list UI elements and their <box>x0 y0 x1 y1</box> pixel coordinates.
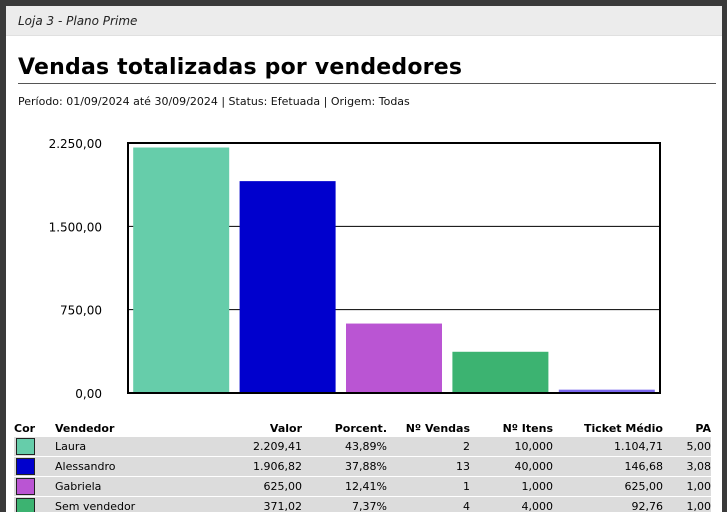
table-row: Alessandro 1.906,82 37,88% 13 40,000 146… <box>14 456 711 477</box>
color-cell <box>14 456 55 477</box>
seller-name: Gabriela <box>55 476 215 497</box>
bar-outros <box>558 389 655 393</box>
ticket-cell: 625,00 <box>553 476 663 497</box>
y-tick-label: 750,00 <box>60 304 102 318</box>
value-cell: 2.209,41 <box>215 437 302 457</box>
sellers-table: Cor Vendedor Valor Porcent. Nº Vendas Nº… <box>14 419 711 512</box>
col-header-itens: Nº Itens <box>502 421 553 435</box>
items-count-cell: 40,000 <box>470 456 553 477</box>
store-name: Loja 3 - Plano Prime <box>18 14 138 28</box>
ticket-cell: 146,68 <box>553 456 663 477</box>
col-header-cor: Cor <box>14 421 36 435</box>
seller-name: Sem vendedor <box>55 496 215 512</box>
bar-laura <box>133 147 230 393</box>
color-cell <box>14 437 55 457</box>
percent-cell: 12,41% <box>302 476 387 497</box>
col-header-pa: PA <box>695 421 711 435</box>
title-divider <box>18 83 716 84</box>
report-page: Loja 3 - Plano Prime Vendas totalizadas … <box>6 6 722 512</box>
ticket-cell: 92,76 <box>553 496 663 512</box>
items-count-cell: 10,000 <box>470 437 553 457</box>
sales-count-cell: 1 <box>387 476 470 497</box>
plot-frame <box>127 142 661 394</box>
percent-cell: 7,37% <box>302 496 387 512</box>
table-row: Laura 2.209,41 43,89% 2 10,000 1.104,71 … <box>14 437 711 457</box>
pa-cell: 3,08 <box>663 456 711 477</box>
table-row: Sem vendedor 371,02 7,37% 4 4,000 92,76 … <box>14 496 711 512</box>
table-header-row: Cor Vendedor Valor Porcent. Nº Vendas Nº… <box>14 419 711 437</box>
color-swatch <box>16 458 35 475</box>
items-count-cell: 4,000 <box>470 496 553 512</box>
pa-cell: 1,00 <box>663 476 711 497</box>
sales-count-cell: 4 <box>387 496 470 512</box>
items-count-cell: 1,000 <box>470 476 553 497</box>
pa-cell: 5,00 <box>663 437 711 457</box>
value-cell: 625,00 <box>215 476 302 497</box>
bar-gabriela <box>346 323 442 393</box>
sales-bar-chart: 0,00 750,00 1.500,00 2.250,00 <box>49 137 661 401</box>
col-header-porcent: Porcent. <box>334 421 387 435</box>
color-swatch <box>16 438 35 455</box>
y-tick-label: 1.500,00 <box>49 220 102 234</box>
color-swatch <box>16 478 35 495</box>
color-cell <box>14 476 55 497</box>
report-title: Vendas totalizadas por vendedores <box>18 55 463 80</box>
color-cell <box>14 496 55 512</box>
table-row: Gabriela 625,00 12,41% 1 1,000 625,00 1,… <box>14 476 711 497</box>
value-cell: 371,02 <box>215 496 302 512</box>
y-tick-label: 2.250,00 <box>49 137 102 151</box>
percent-cell: 37,88% <box>302 456 387 477</box>
seller-name: Alessandro <box>55 456 215 477</box>
percent-cell: 43,89% <box>302 437 387 457</box>
col-header-valor: Valor <box>269 421 302 435</box>
col-header-vendas: Nº Vendas <box>405 421 470 435</box>
col-header-vendedor: Vendedor <box>55 421 115 435</box>
pa-cell: 1,00 <box>663 496 711 512</box>
ticket-cell: 1.104,71 <box>553 437 663 457</box>
col-header-ticket: Ticket Médio <box>584 421 663 435</box>
color-swatch <box>16 498 35 512</box>
y-tick-label: 0,00 <box>75 387 102 401</box>
bar-sem-vendedor <box>452 351 549 393</box>
sales-count-cell: 2 <box>387 437 470 457</box>
seller-name: Laura <box>55 437 215 457</box>
store-header: Loja 3 - Plano Prime <box>6 6 722 36</box>
report-filters: Período: 01/09/2024 até 30/09/2024 | Sta… <box>18 95 410 108</box>
value-cell: 1.906,82 <box>215 456 302 477</box>
bar-alessandro <box>239 181 336 393</box>
sales-count-cell: 13 <box>387 456 470 477</box>
